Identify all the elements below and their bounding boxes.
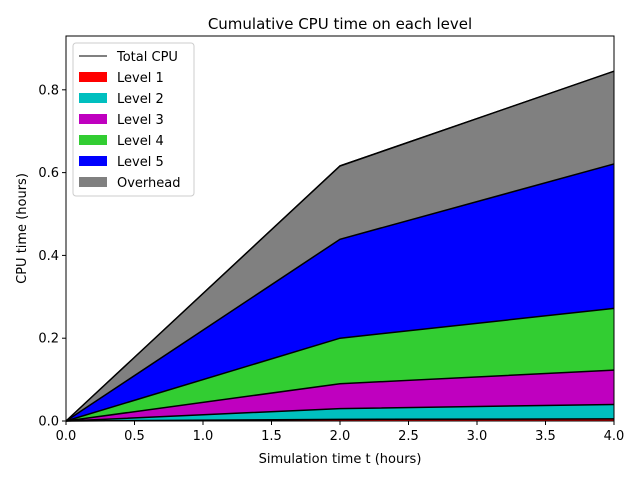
y-tick-label: 0.4 bbox=[38, 249, 59, 264]
x-tick-label: 3.0 bbox=[467, 429, 488, 444]
area-level-5 bbox=[66, 163, 614, 421]
legend-label-overhead: Overhead bbox=[117, 176, 181, 191]
x-tick-label: 2.0 bbox=[330, 429, 351, 444]
y-tick-label: 0.0 bbox=[38, 415, 59, 430]
area-level-2 bbox=[66, 404, 614, 421]
area-boundary-4 bbox=[65, 307, 615, 422]
area-boundary-2 bbox=[65, 403, 615, 422]
legend-swatch-level-2 bbox=[79, 93, 107, 103]
area-overhead bbox=[66, 71, 614, 421]
legend: Total CPU Level 1 Level 2 Level 3 Level 4 Lev… bbox=[72, 42, 195, 197]
x-tick-label: 0.5 bbox=[124, 429, 145, 444]
x-axis-label: Simulation time t (hours) bbox=[259, 452, 422, 467]
x-tick-label: 1.5 bbox=[261, 429, 282, 444]
legend-label-level-5: Level 5 bbox=[117, 155, 164, 170]
legend-swatch-level-4 bbox=[79, 135, 107, 145]
legend-label-total-cpu: Total CPU bbox=[116, 50, 178, 65]
total-cpu-line bbox=[65, 70, 615, 422]
legend-swatch-level-1 bbox=[79, 72, 107, 82]
y-tick-label: 0.6 bbox=[38, 166, 59, 181]
x-tick-label: 0.0 bbox=[56, 429, 77, 444]
x-tick-label: 1.0 bbox=[193, 429, 214, 444]
area-boundary-3 bbox=[65, 369, 615, 422]
x-tick-label: 2.5 bbox=[398, 429, 419, 444]
legend-swatch-level-3 bbox=[79, 114, 107, 124]
x-tick-label: 4.0 bbox=[604, 429, 625, 444]
y-tick-label: 0.2 bbox=[38, 332, 59, 347]
area-level-4 bbox=[66, 308, 614, 421]
legend-label-level-1: Level 1 bbox=[117, 71, 164, 86]
chart-title: Cumulative CPU time on each level bbox=[208, 15, 472, 33]
legend-label-level-4: Level 4 bbox=[117, 134, 164, 149]
area-boundary-5 bbox=[65, 163, 615, 422]
area-level-3 bbox=[66, 370, 614, 421]
x-axis: 0.0 0.5 1.0 1.5 2.0 2.5 3.0 3.5 4.0 bbox=[56, 421, 625, 444]
legend-label-level-3: Level 3 bbox=[117, 113, 164, 128]
boundary-line-layer bbox=[65, 70, 615, 422]
area-boundary-1 bbox=[65, 418, 615, 422]
y-tick-label: 0.8 bbox=[38, 83, 59, 98]
area-layer bbox=[66, 71, 614, 421]
legend-swatch-overhead bbox=[79, 177, 107, 187]
y-axis-label: CPU time (hours) bbox=[15, 173, 30, 284]
y-axis: 0.0 0.2 0.4 0.6 0.8 bbox=[38, 83, 66, 430]
x-tick-label: 3.5 bbox=[535, 429, 556, 444]
legend-swatch-level-5 bbox=[79, 156, 107, 166]
legend-label-level-2: Level 2 bbox=[117, 92, 164, 107]
